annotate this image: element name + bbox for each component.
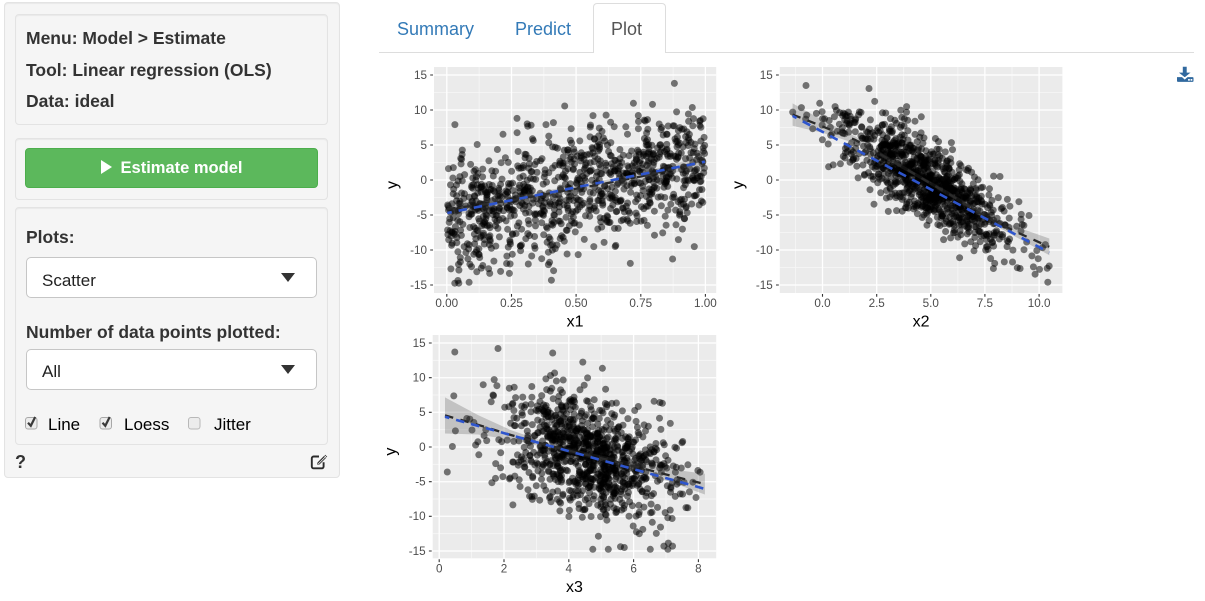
svg-text:5: 5 [420, 139, 427, 152]
svg-text:0.50: 0.50 [565, 297, 588, 310]
svg-text:x1: x1 [567, 314, 584, 331]
svg-text:-5: -5 [762, 209, 773, 222]
svg-text:8: 8 [695, 563, 702, 576]
svg-text:-15: -15 [756, 279, 773, 292]
svg-text:4: 4 [566, 563, 573, 576]
svg-text:-5: -5 [417, 209, 428, 222]
svg-text:-10: -10 [410, 244, 427, 257]
svg-text:-10: -10 [756, 244, 773, 257]
svg-text:15: 15 [760, 69, 774, 82]
svg-text:-10: -10 [409, 510, 426, 523]
svg-text:10: 10 [760, 104, 774, 117]
svg-text:5: 5 [766, 139, 773, 152]
svg-text:y: y [383, 448, 400, 456]
svg-text:0.25: 0.25 [500, 297, 523, 310]
svg-text:0: 0 [766, 174, 773, 187]
svg-text:15: 15 [413, 337, 427, 350]
svg-text:10: 10 [413, 372, 427, 385]
svg-text:0: 0 [436, 563, 443, 576]
svg-text:10: 10 [414, 104, 428, 117]
svg-text:x3: x3 [566, 579, 583, 596]
svg-text:7.5: 7.5 [977, 297, 994, 310]
svg-text:0.00: 0.00 [435, 297, 458, 310]
svg-text:5: 5 [419, 406, 426, 419]
svg-text:1.00: 1.00 [694, 297, 717, 310]
svg-text:-15: -15 [409, 545, 426, 558]
svg-text:0.75: 0.75 [629, 297, 652, 310]
svg-text:y: y [730, 181, 747, 189]
svg-text:0: 0 [419, 441, 426, 454]
svg-text:-5: -5 [415, 476, 426, 489]
svg-text:0.0: 0.0 [814, 297, 831, 310]
svg-text:2.5: 2.5 [869, 297, 886, 310]
svg-text:10.0: 10.0 [1028, 297, 1051, 310]
svg-text:0: 0 [420, 174, 427, 187]
svg-text:6: 6 [630, 563, 637, 576]
svg-text:y: y [384, 181, 401, 189]
svg-text:15: 15 [414, 69, 428, 82]
svg-text:x2: x2 [913, 314, 930, 331]
svg-text:5.0: 5.0 [923, 297, 940, 310]
svg-text:-15: -15 [410, 279, 427, 292]
svg-text:2: 2 [501, 563, 508, 576]
